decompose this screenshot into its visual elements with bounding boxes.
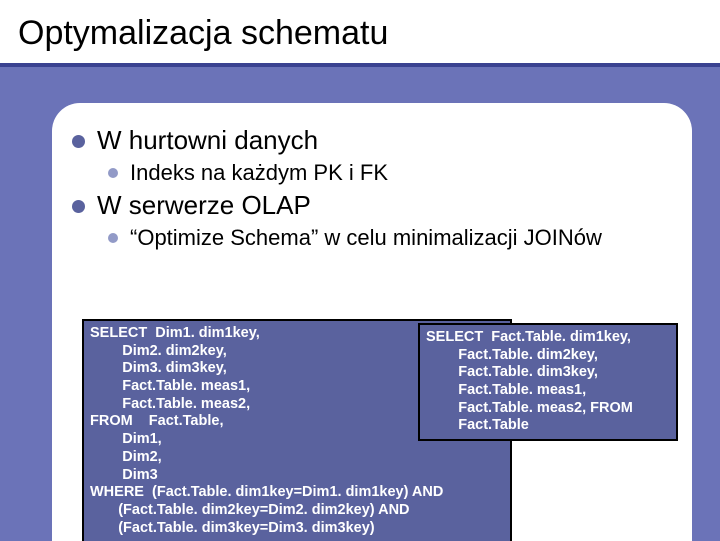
- sql-code-box-right: SELECT Fact.Table. dim1key, Fact.Table. …: [418, 323, 678, 441]
- bullet-dot-icon: [108, 233, 118, 243]
- bullet-text: W serwerze OLAP: [97, 190, 311, 221]
- sub-bullet-text: “Optimize Schema” w celu minimalizacji J…: [130, 225, 602, 251]
- sub-bullet-item: “Optimize Schema” w celu minimalizacji J…: [108, 225, 672, 251]
- bullet-text: W hurtowni danych: [97, 125, 318, 156]
- bullet-dot-icon: [72, 135, 85, 148]
- slide: Optymalizacja schematu W hurtowni danych…: [0, 0, 720, 540]
- bullet-dot-icon: [72, 200, 85, 213]
- title-bar: Optymalizacja schematu: [0, 0, 720, 67]
- slide-title: Optymalizacja schematu: [18, 14, 702, 53]
- sub-bullet-item: Indeks na każdym PK i FK: [108, 160, 672, 186]
- bullet-dot-icon: [108, 168, 118, 178]
- sub-bullet-text: Indeks na każdym PK i FK: [130, 160, 388, 186]
- bullet-item: W hurtowni danych: [72, 125, 672, 156]
- bullet-item: W serwerze OLAP: [72, 190, 672, 221]
- content-panel: W hurtowni danych Indeks na każdym PK i …: [52, 103, 692, 541]
